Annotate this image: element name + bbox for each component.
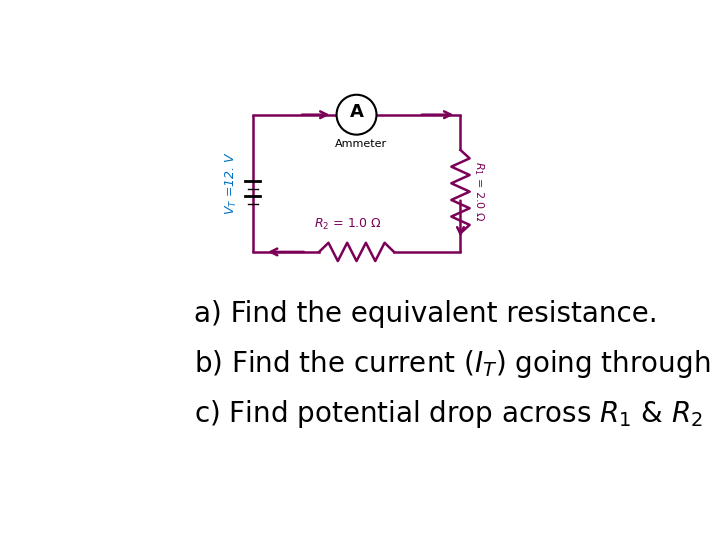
- Text: b) Find the current $(I_T)$ going through this circuit.: b) Find the current $(I_T)$ going throug…: [194, 348, 720, 380]
- Text: Ammeter: Ammeter: [335, 139, 387, 149]
- Text: A: A: [350, 103, 364, 121]
- Text: $R_2$ = 1.0 $\Omega$: $R_2$ = 1.0 $\Omega$: [314, 217, 382, 232]
- Text: $V_T$ =12. V: $V_T$ =12. V: [224, 151, 239, 215]
- Text: a) Find the equivalent resistance.: a) Find the equivalent resistance.: [194, 300, 658, 328]
- Text: c) Find potential drop across $R_1$ & $R_2$: c) Find potential drop across $R_1$ & $R…: [194, 398, 703, 430]
- Circle shape: [336, 94, 377, 134]
- Text: $R_1$ = 2.0 $\Omega$: $R_1$ = 2.0 $\Omega$: [472, 161, 486, 222]
